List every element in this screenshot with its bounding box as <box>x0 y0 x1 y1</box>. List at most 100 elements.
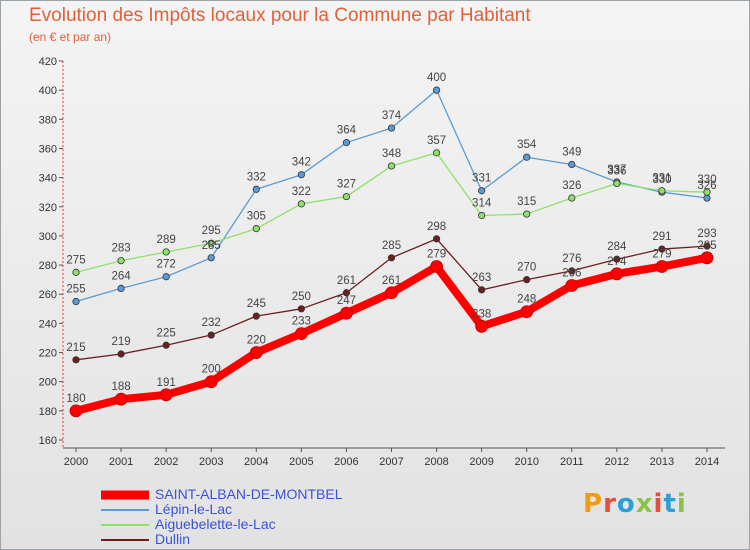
data-label-2: 315 <box>517 196 536 208</box>
series-point-2 <box>297 200 305 208</box>
data-label-0: 200 <box>202 364 221 376</box>
series-point-2 <box>613 179 621 188</box>
series-point-2 <box>387 162 396 170</box>
y-tick-label: 360 <box>39 143 57 155</box>
logo-letter: x <box>635 489 654 519</box>
data-label-0: 220 <box>247 335 266 347</box>
legend-label-aiguebelette: Aiguebelette-le-Lac <box>155 516 276 532</box>
data-label-3: 245 <box>247 298 266 310</box>
data-label-0: 247 <box>337 295 356 307</box>
data-label-2: 283 <box>111 243 130 255</box>
data-label-1: 364 <box>337 125 357 137</box>
data-label-1: 326 <box>697 180 716 192</box>
data-label-2: 326 <box>562 180 581 192</box>
x-tick-label: 2000 <box>64 456 88 468</box>
y-tick-label: 280 <box>39 260 57 272</box>
data-label-1: 331 <box>472 173 491 185</box>
x-tick-label: 2003 <box>199 456 223 468</box>
series-point-3 <box>568 267 576 275</box>
series-point-3 <box>252 312 260 320</box>
series-point-2 <box>207 239 215 247</box>
chart-subtitle: (en € et par an) <box>29 30 112 44</box>
y-tick-label: 180 <box>39 406 57 418</box>
logo-letter: i <box>653 489 664 519</box>
data-label-1: 272 <box>157 259 176 271</box>
series-point-2 <box>432 149 441 157</box>
data-label-2: 327 <box>337 179 356 191</box>
y-tick-label: 220 <box>39 348 57 360</box>
logo-letter: t <box>663 489 677 519</box>
y-tick-label: 240 <box>39 318 57 330</box>
series-point-0 <box>114 392 128 406</box>
legend-item-saint-alban: SAINT-ALBAN-DE-MONTBEL <box>101 486 401 502</box>
series-point-3 <box>162 341 170 349</box>
data-label-2: 289 <box>157 234 176 246</box>
data-label-3: 261 <box>337 275 356 287</box>
series-point-2 <box>342 192 351 201</box>
series-point-1 <box>523 153 531 161</box>
data-label-0: 279 <box>652 249 671 261</box>
series-point-3 <box>72 356 80 364</box>
data-label-2: 305 <box>247 211 266 223</box>
x-tick-label: 2011 <box>560 456 584 468</box>
x-tick-label: 2007 <box>379 456 403 468</box>
data-label-0: 285 <box>697 240 716 252</box>
legend-item-aiguebelette: Aiguebelette-le-Lac <box>101 516 401 532</box>
data-label-2: 331 <box>652 173 671 185</box>
data-label-1: 332 <box>247 171 266 183</box>
series-point-0 <box>159 388 173 402</box>
series-point-0 <box>565 279 579 292</box>
series-point-0 <box>385 286 398 300</box>
series-point-1 <box>207 254 215 262</box>
series-point-1 <box>342 139 351 147</box>
data-label-3: 225 <box>157 327 176 339</box>
series-point-3 <box>117 350 125 358</box>
data-label-2: 330 <box>697 174 716 186</box>
x-tick-label: 2006 <box>334 456 358 468</box>
data-label-0: 261 <box>382 275 401 287</box>
series-point-1 <box>117 284 125 292</box>
data-label-2: 322 <box>292 186 311 198</box>
y-tick-label: 380 <box>39 114 57 126</box>
data-label-1: 337 <box>607 164 626 176</box>
series-point-2 <box>72 268 80 276</box>
data-label-2: 314 <box>472 198 492 210</box>
series-point-3 <box>613 255 621 263</box>
x-tick-label: 2008 <box>424 456 448 468</box>
legend-label-lepin: Lépin-le-Lac <box>155 501 233 517</box>
series-point-3 <box>703 242 711 250</box>
series-point-1 <box>387 124 396 132</box>
data-label-2: 357 <box>427 135 446 147</box>
data-label-0: 180 <box>66 393 85 405</box>
data-label-1: 374 <box>382 110 402 122</box>
series-point-3 <box>387 254 396 262</box>
y-tick-label: 160 <box>39 435 57 447</box>
series-point-0 <box>655 260 669 273</box>
data-label-3: 232 <box>202 317 221 329</box>
series-point-1 <box>568 160 576 169</box>
data-label-0: 188 <box>111 381 130 393</box>
series-point-0 <box>475 319 489 333</box>
data-label-0: 191 <box>157 377 176 389</box>
data-label-0: 274 <box>607 256 627 268</box>
legend-swatch-dullin <box>101 538 149 541</box>
data-label-0: 248 <box>517 294 536 306</box>
series-point-0 <box>204 375 218 389</box>
x-tick-label: 2001 <box>109 456 133 468</box>
y-tick-label: 320 <box>39 202 57 214</box>
series-point-3 <box>297 305 305 313</box>
data-label-3: 285 <box>382 240 401 252</box>
series-point-0 <box>69 404 83 418</box>
data-label-2: 275 <box>66 254 85 266</box>
data-label-3: 270 <box>517 262 536 274</box>
series-point-2 <box>252 225 260 233</box>
logo-letter: P <box>583 489 604 519</box>
data-label-1: 330 <box>652 174 671 186</box>
y-tick-label: 300 <box>39 231 57 243</box>
series-point-2 <box>703 188 711 196</box>
series-point-3 <box>342 289 351 297</box>
logo-letter: r <box>603 489 617 519</box>
y-tick-label: 200 <box>39 377 57 389</box>
y-tick-label: 400 <box>39 85 57 97</box>
